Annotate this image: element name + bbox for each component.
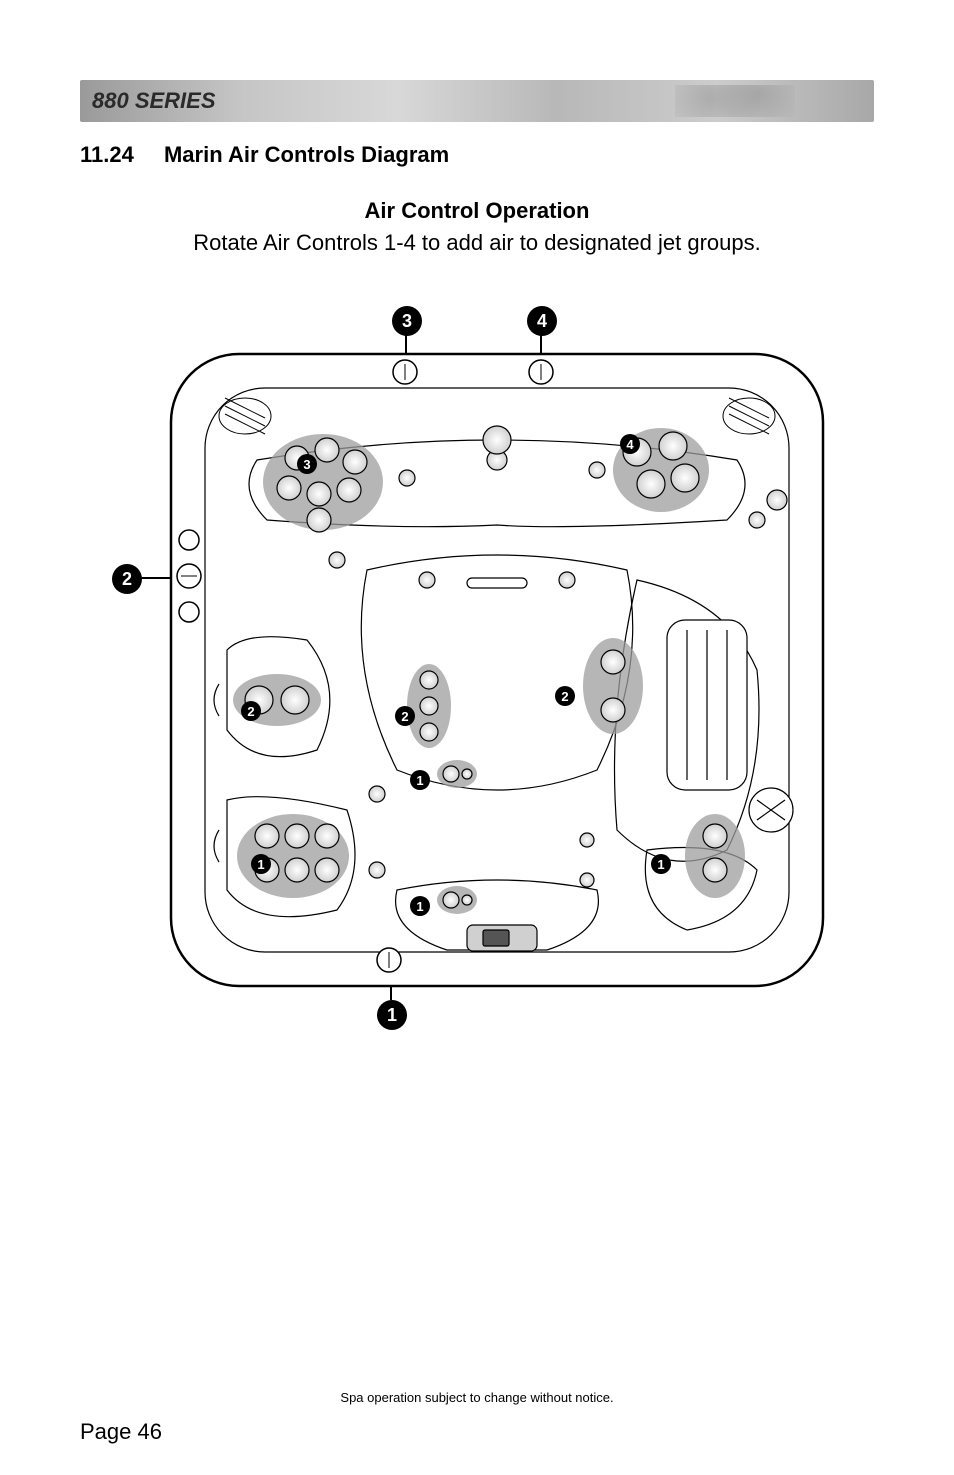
callout-2-outer: 2 bbox=[112, 564, 142, 594]
callout-1-outer: 1 bbox=[377, 1000, 407, 1030]
section-number: 11.24 bbox=[80, 142, 134, 167]
air-controls-diagram: 3 4 2 1 bbox=[127, 306, 827, 1026]
callout-2-inner-a: 2 bbox=[241, 701, 261, 721]
callout-1-inner-a: 1 bbox=[410, 770, 430, 790]
section-heading: 11.24 Marin Air Controls Diagram bbox=[80, 142, 874, 168]
page-number: Page 46 bbox=[80, 1419, 162, 1445]
callout-2-inner-c: 2 bbox=[555, 686, 575, 706]
section-title: Marin Air Controls Diagram bbox=[164, 142, 449, 167]
callout-1-inner-c: 1 bbox=[651, 854, 671, 874]
callout-1-inner-d: 1 bbox=[410, 896, 430, 916]
callout-1-inner-b: 1 bbox=[251, 854, 271, 874]
series-banner: 880 SERIES bbox=[80, 80, 874, 122]
series-label: 880 SERIES bbox=[92, 88, 216, 114]
callout-4-inner: 4 bbox=[620, 434, 640, 454]
operation-description: Rotate Air Controls 1-4 to add air to de… bbox=[80, 230, 874, 256]
callout-4-outer: 4 bbox=[527, 306, 557, 336]
callout-3-outer: 3 bbox=[392, 306, 422, 336]
spa-svg bbox=[167, 350, 827, 990]
callout-2-inner-b: 2 bbox=[395, 706, 415, 726]
footer-disclaimer: Spa operation subject to change without … bbox=[0, 1390, 954, 1405]
operation-heading: Air Control Operation bbox=[80, 198, 874, 224]
callout-3-inner: 3 bbox=[297, 454, 317, 474]
